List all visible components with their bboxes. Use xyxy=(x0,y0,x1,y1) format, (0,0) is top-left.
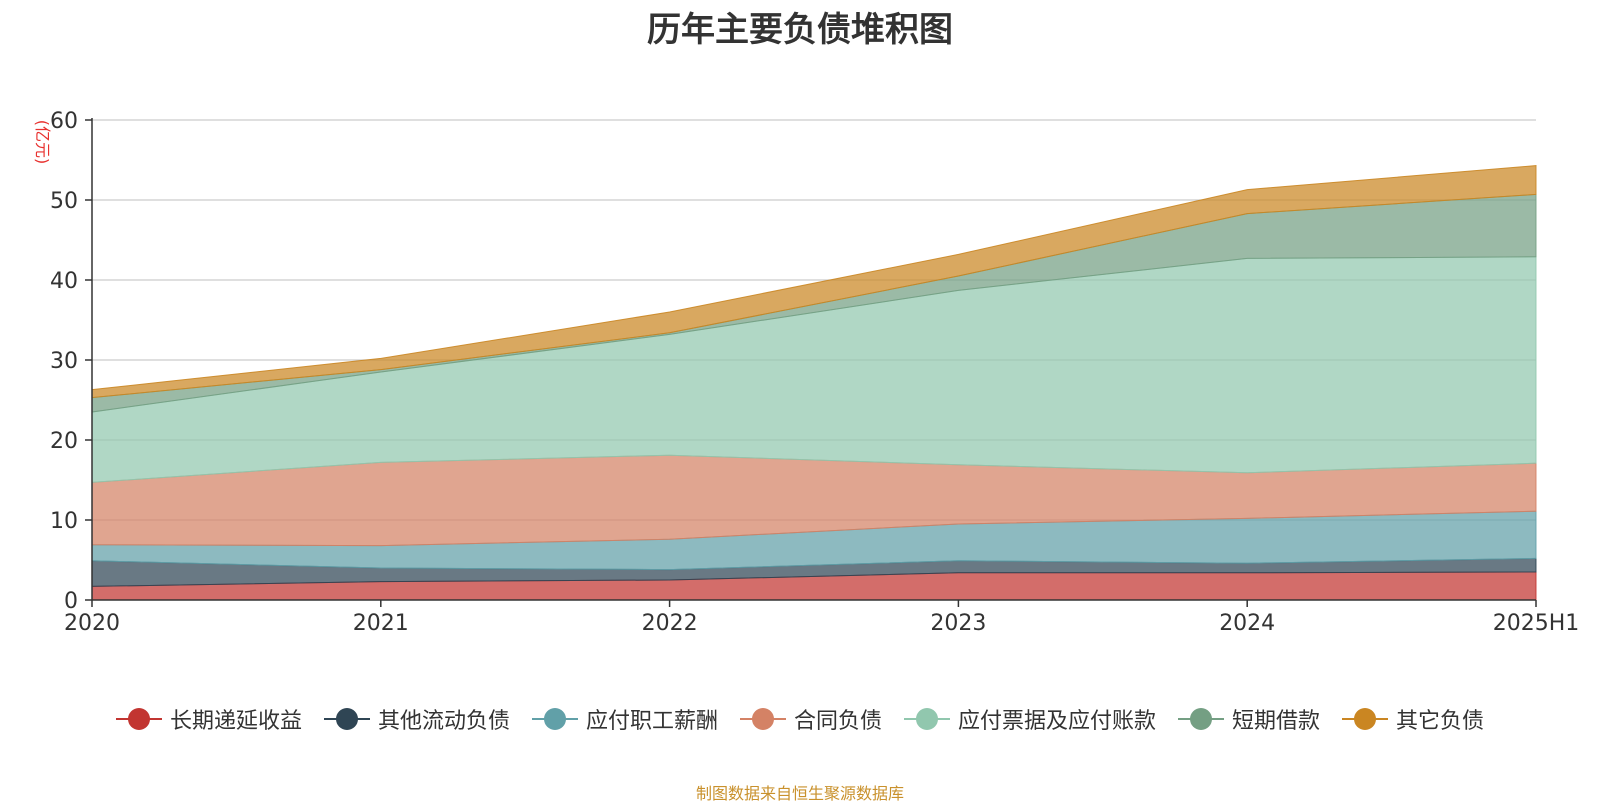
legend-marker-icon xyxy=(904,707,950,731)
legend-marker-icon xyxy=(115,707,162,731)
source-note: 制图数据来自恒生聚源数据库 xyxy=(695,784,904,803)
legend: 长期递延收益 其他流动负债 应付职工薪酬 合同负债 应付票据及应付账款 短期借款 其它负债 xyxy=(0,703,1600,735)
y-tick-label: 10 xyxy=(50,509,78,534)
legend-marker-dot xyxy=(1354,708,1377,730)
legend-item-5[interactable]: 短期借款 xyxy=(1178,703,1320,735)
chart-title: 历年主要负债堆积图 xyxy=(647,10,953,50)
legend-item-0[interactable]: 长期递延收益 xyxy=(115,703,302,735)
legend-label: 其它负债 xyxy=(1396,709,1485,734)
x-tick-label: 2025H1 xyxy=(1493,611,1580,636)
y-tick-label: 60 xyxy=(50,109,78,134)
legend-marker-dot xyxy=(335,708,358,730)
y-tick-label: 30 xyxy=(50,349,78,374)
x-tick-label: 2020 xyxy=(64,611,120,636)
y-axis-unit-label: (亿元) xyxy=(33,120,52,165)
legend-item-2[interactable]: 应付职工薪酬 xyxy=(531,703,718,735)
legend-item-1[interactable]: 其他流动负债 xyxy=(323,703,510,735)
legend-marker-dot xyxy=(751,708,774,730)
y-tick-label: 0 xyxy=(64,589,78,614)
legend-marker-dot xyxy=(1190,708,1213,730)
axes: 0 10 20 30 40 50 60 2020 2021 2022 2023 2024 2025H1 xyxy=(50,109,1579,636)
y-tick-label: 40 xyxy=(50,269,78,294)
legend-label: 应付票据及应付账款 xyxy=(958,709,1157,734)
legend-label: 应付职工薪酬 xyxy=(585,709,718,734)
legend-label: 其他流动负债 xyxy=(377,709,510,734)
y-tick-label: 50 xyxy=(50,189,78,214)
area-series-layer xyxy=(91,165,1537,601)
legend-marker-icon xyxy=(323,707,370,731)
legend-marker-icon xyxy=(531,707,578,731)
legend-label: 短期借款 xyxy=(1232,709,1321,734)
x-tick-label: 2024 xyxy=(1219,611,1275,636)
legend-item-3[interactable]: 合同负债 xyxy=(739,703,882,735)
area-series-6[interactable] xyxy=(91,165,1537,399)
x-tick-label: 2021 xyxy=(353,611,409,636)
legend-item-6[interactable]: 其它负债 xyxy=(1342,703,1484,735)
legend-item-4[interactable]: 应付票据及应付账款 xyxy=(904,703,1156,735)
legend-marker-icon xyxy=(739,707,786,731)
legend-label: 合同负债 xyxy=(793,709,882,734)
legend-marker-dot xyxy=(543,708,566,730)
x-tick-label: 2023 xyxy=(930,611,986,636)
legend-marker-icon xyxy=(1342,707,1389,731)
y-tick-label: 20 xyxy=(50,429,78,454)
legend-marker-dot xyxy=(127,708,150,730)
x-tick-label: 2022 xyxy=(642,611,698,636)
legend-marker-dot xyxy=(916,708,938,730)
legend-label: 长期递延收益 xyxy=(169,709,302,734)
legend-marker-icon xyxy=(1178,707,1225,731)
